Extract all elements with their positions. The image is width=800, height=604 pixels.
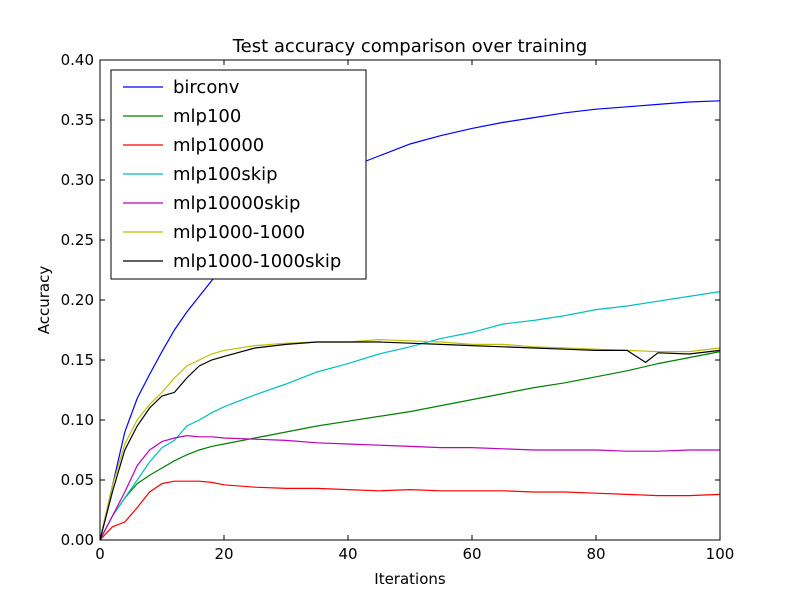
legend: birconv mlp100 mlp10000 mlp100skip mlp10000s… [110,69,367,280]
plot-frame [99,59,721,541]
x-axis-label: Iterations [374,570,446,588]
series-line-mlp100skip [99,291,721,541]
series-line-mlp10000skip [99,434,720,541]
x-tick-label: 20 [214,545,233,563]
y-tick-label: 0.40 [61,51,94,69]
tick-layer: 0 20 40 60 80 100 0.00 0.05 0.10 0.15 0.20 0.25 0.30… [61,51,735,563]
legend-label-mlp10000: mlp10000 [173,135,264,156]
y-tick-label: 0.20 [61,291,94,309]
legend-label-mlp10000skip: mlp10000skip [173,193,300,214]
y-tick-label: 0.25 [61,231,94,249]
y-tick-label: 0.10 [61,411,94,429]
x-tick-label: 60 [462,545,481,563]
legend-label-mlp1000-1000: mlp1000-1000 [173,222,305,243]
series-line-mlp10000 [99,480,721,541]
y-tick-label: 0.35 [61,111,94,129]
x-tick-label: 100 [706,545,735,563]
series-layer [99,100,721,541]
legend-label-mlp1000-1000skip: mlp1000-1000skip [173,251,341,272]
series-line-mlp100 [99,351,721,541]
y-axis-label: Accuracy [35,266,53,335]
legend-label-birconv: birconv [173,77,240,98]
y-tick-label: 0.15 [61,351,94,369]
y-tick-label: 0.30 [61,171,94,189]
y-tick-label: 0.05 [61,471,94,489]
x-tick-label: 80 [586,545,605,563]
series-line-mlp1000-1000skip [99,341,721,541]
x-tick-label: 40 [338,545,357,563]
chart-title: Test accuracy comparison over training [232,36,588,57]
legend-label-mlp100skip: mlp100skip [173,164,278,185]
x-tick-label: 0 [95,545,105,563]
legend-label-mlp100: mlp100 [173,106,241,127]
y-tick-label: 0.00 [61,531,94,549]
